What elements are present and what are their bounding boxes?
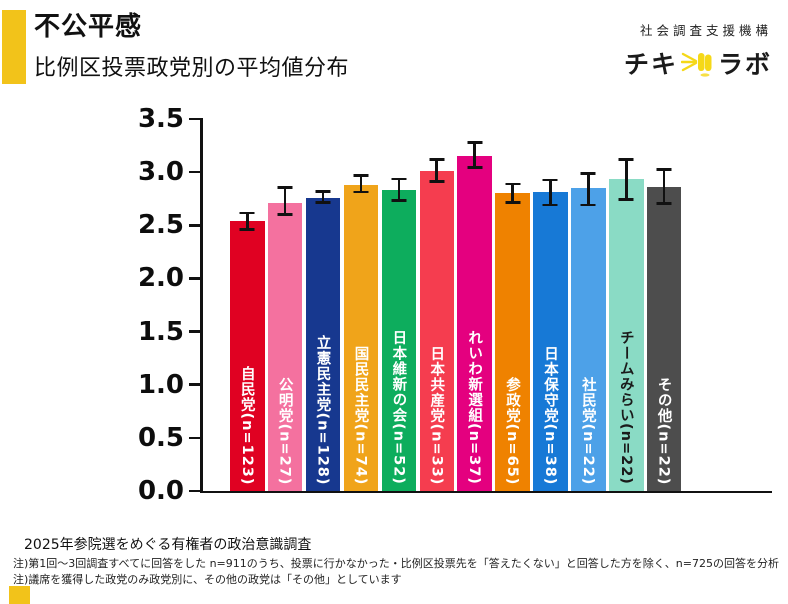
error-bar [467, 141, 483, 169]
chart-bar-1: 自民党(n=123) [230, 221, 265, 491]
error-bar-cap-top [429, 158, 445, 161]
logo-brand-right: ラボ [717, 50, 772, 79]
error-bar-cap-top [505, 182, 521, 186]
y-tick-mark [189, 117, 200, 121]
error-bar-cap-top [618, 158, 634, 161]
chart-bar-9: 日本保守党(n=38) [533, 192, 568, 491]
y-tick-mark [189, 277, 200, 280]
y-tick-mark [189, 383, 200, 386]
error-bar-cap-top [580, 172, 596, 175]
y-tick-mark [189, 330, 200, 333]
x-axis-line [200, 490, 772, 493]
y-tick-label: 2.5 [137, 210, 184, 241]
chart-bar-6: 日本共産党(n=33) [419, 171, 454, 491]
error-bar [656, 167, 672, 206]
error-bar [315, 190, 331, 204]
error-bar [542, 178, 558, 207]
chart-bar-5: 日本維新の会(n=52) [381, 190, 417, 491]
error-bar-cap-bottom [277, 213, 293, 216]
error-bar-cap-bottom [429, 180, 445, 183]
bar-label: 自民党(n=123) [238, 365, 255, 486]
y-tick-mark [189, 436, 200, 440]
y-axis-line [200, 118, 203, 493]
chart-bar-7: れいわ新選組(n=37) [457, 156, 492, 491]
error-bar-cap-top [353, 174, 369, 177]
accent-bar [2, 10, 26, 84]
error-bar [429, 158, 445, 183]
bar-label: 社民党(n=22) [579, 376, 596, 485]
error-bar-cap-bottom [580, 203, 596, 207]
error-bar [391, 177, 407, 202]
error-bar-cap-top [277, 186, 293, 189]
y-tick-label: 0.5 [137, 422, 184, 453]
error-bar [505, 182, 521, 204]
chart-bar-3: 立憲民主党(n=128) [305, 197, 341, 491]
logo: 社会調査支援機構 チキ ラボ [624, 20, 772, 81]
bar-label: 立憲民主党(n=128) [314, 334, 331, 486]
error-bar [353, 174, 369, 194]
page-subtitle: 比例区投票政党別の平均値分布 [34, 56, 350, 81]
bar-label: 国民民主党(n=74) [352, 345, 369, 485]
footnote-2: 注)議席を獲得した政党のみ政党別に、その他の政党は「その他」としています [13, 573, 402, 586]
bar-label: れいわ新選組(n=37) [466, 330, 483, 485]
y-tick-label: 3.5 [137, 104, 184, 134]
error-bar-cap-bottom [467, 166, 483, 169]
chart-bar-4: 国民民主党(n=74) [343, 184, 379, 491]
error-bar [239, 211, 255, 231]
bar-label: 日本共産党(n=33) [428, 345, 445, 485]
chart-bar-2: 公明党(n=27) [267, 202, 303, 491]
error-bar [580, 172, 596, 207]
error-bar-cap-bottom [656, 202, 672, 206]
error-bar-cap-bottom [618, 198, 634, 201]
error-bar-cap-bottom [542, 203, 558, 207]
error-bar-cap-top [391, 177, 407, 181]
y-tick-label: 1.0 [137, 369, 184, 400]
logo-org-name: 社会調査支援機構 [639, 23, 772, 38]
error-bar-cap-top [239, 211, 255, 215]
error-bar-cap-top [656, 167, 672, 171]
logo-brand-left: チキ [623, 50, 678, 79]
y-tick-label: 3.0 [137, 157, 184, 188]
accent-square-bottom [9, 586, 30, 604]
megaphone-icon [680, 49, 715, 77]
error-bar-cap-bottom [315, 201, 331, 204]
bar-label: 日本維新の会(n=52) [390, 330, 407, 485]
bar-label: その他(n=22) [655, 376, 672, 485]
chart-bar-12: その他(n=22) [646, 187, 682, 491]
y-tick-mark [189, 170, 200, 174]
y-tick-label: 1.5 [137, 316, 184, 347]
chart-bar-11: チームみらい(n=22) [609, 178, 644, 491]
error-bar-cap-bottom [391, 199, 407, 202]
error-bar-cap-bottom [505, 201, 521, 204]
bar-label: チームみらい(n=22) [617, 330, 634, 485]
y-tick-mark [189, 224, 200, 227]
error-bar [618, 158, 634, 201]
footnote-1: 注)第1回～3回調査すべてに回答をした n=911のうち、投票に行かなかった・比… [13, 557, 779, 570]
page-title: 不公平感 [34, 12, 143, 42]
error-bar-cap-bottom [353, 190, 369, 194]
y-tick-label: 2.0 [137, 263, 184, 294]
source-text: 2025年参院選をめぐる有権者の政治意識調査 [24, 537, 312, 553]
error-bar-cap-top [315, 190, 331, 193]
error-bar-cap-bottom [239, 227, 255, 231]
error-bar [277, 186, 293, 216]
chart-bar-8: 参政党(n=65) [495, 193, 530, 491]
error-bar-cap-top [467, 141, 483, 144]
chart-bar-10: 社民党(n=22) [571, 188, 606, 491]
bar-label: 日本保守党(n=38) [541, 345, 558, 485]
bar-label: 公明党(n=27) [276, 376, 293, 485]
y-tick-mark [189, 489, 200, 493]
bar-chart: 0.0 0.5 1.0 1.5 2.0 2.5 3.0 3.5 自民党(n=123) 公明党(n=… [138, 104, 772, 506]
bar-label: 参政党(n=65) [504, 376, 521, 485]
y-tick-label: 0.0 [137, 476, 184, 506]
error-bar-cap-top [542, 178, 558, 182]
logo-brand: チキ ラボ [624, 45, 772, 81]
